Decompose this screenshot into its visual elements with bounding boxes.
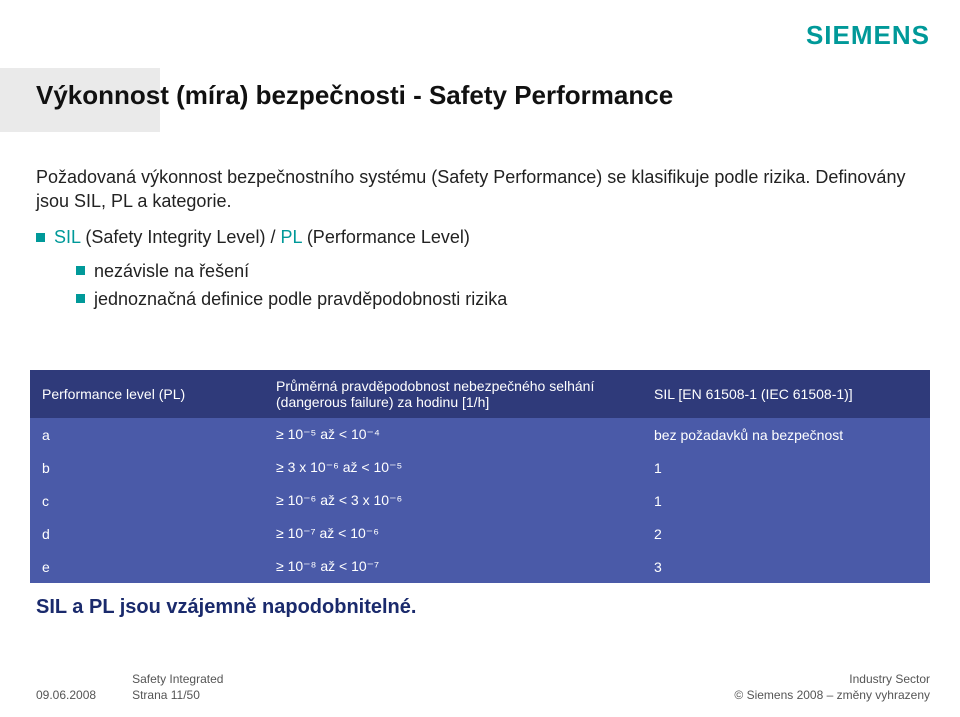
lead-text: Požadovaná výkonnost bezpečnostního syst… xyxy=(36,165,924,214)
page-title: Výkonnost (míra) bezpečnosti - Safety Pe… xyxy=(36,80,673,111)
footer-left: 09.06.2008 Safety Integrated Strana 11/5… xyxy=(36,671,223,703)
footer-sector: Industry Sector xyxy=(734,671,930,687)
sub-bullet-1: nezávisle na řešení xyxy=(76,257,924,286)
sub-bullet-2: jednoznačná definice podle pravděpodobno… xyxy=(76,285,924,314)
footer-right: Industry Sector © Siemens 2008 – změny v… xyxy=(734,671,930,703)
pl-table: Performance level (PL) Průměrná pravděpo… xyxy=(30,370,930,583)
footer-spacer xyxy=(36,671,96,687)
footer-title: Safety Integrated xyxy=(132,671,223,687)
sil-label: SIL xyxy=(54,227,80,247)
cell-pl: a xyxy=(30,418,264,451)
cell-sil: 3 xyxy=(642,550,930,583)
conclusion: SIL a PL jsou vzájemně napodobnitelné. xyxy=(36,596,416,619)
cell-range: ≥ 10⁻⁸ až < 10⁻⁷ xyxy=(264,550,642,583)
col-prob: Průměrná pravděpodobnost nebezpečného se… xyxy=(264,370,642,418)
cell-sil: 2 xyxy=(642,517,930,550)
bullet-list: SIL (Safety Integrity Level) / PL (Perfo… xyxy=(36,224,924,315)
table-row: a ≥ 10⁻⁵ až < 10⁻⁴ bez požadavků na bezp… xyxy=(30,418,930,451)
cell-pl: c xyxy=(30,484,264,517)
footer-title-col: Safety Integrated Strana 11/50 xyxy=(132,671,223,703)
sub-bullets: nezávisle na řešení jednoznačná definice… xyxy=(54,257,924,315)
col-pl: Performance level (PL) xyxy=(30,370,264,418)
cell-range: ≥ 10⁻⁵ až < 10⁻⁴ xyxy=(264,418,642,451)
cell-sil: 1 xyxy=(642,451,930,484)
table-row: c ≥ 10⁻⁶ až < 3 x 10⁻⁶ 1 xyxy=(30,484,930,517)
bullet-main-mid: (Safety Integrity Level) / xyxy=(80,227,280,247)
cell-pl: d xyxy=(30,517,264,550)
bullet-main-suffix: (Performance Level) xyxy=(302,227,470,247)
content: Požadovaná výkonnost bezpečnostního syst… xyxy=(36,165,924,318)
footer-date-col: 09.06.2008 xyxy=(36,671,96,703)
cell-range: ≥ 3 x 10⁻⁶ až < 10⁻⁵ xyxy=(264,451,642,484)
cell-pl: e xyxy=(30,550,264,583)
cell-range: ≥ 10⁻⁷ až < 10⁻⁶ xyxy=(264,517,642,550)
table-header-row: Performance level (PL) Průměrná pravděpo… xyxy=(30,370,930,418)
footer-date: 09.06.2008 xyxy=(36,687,96,703)
cell-sil: 1 xyxy=(642,484,930,517)
table-row: e ≥ 10⁻⁸ až < 10⁻⁷ 3 xyxy=(30,550,930,583)
pl-label: PL xyxy=(280,227,301,247)
footer: 09.06.2008 Safety Integrated Strana 11/5… xyxy=(36,671,930,703)
table-row: d ≥ 10⁻⁷ až < 10⁻⁶ 2 xyxy=(30,517,930,550)
cell-pl: b xyxy=(30,451,264,484)
cell-range: ≥ 10⁻⁶ až < 3 x 10⁻⁶ xyxy=(264,484,642,517)
slide: SIEMENS Výkonnost (míra) bezpečnosti - S… xyxy=(0,0,960,717)
table-row: b ≥ 3 x 10⁻⁶ až < 10⁻⁵ 1 xyxy=(30,451,930,484)
footer-copyright: © Siemens 2008 – změny vyhrazeny xyxy=(734,687,930,703)
siemens-logo: SIEMENS xyxy=(806,20,930,51)
footer-page: Strana 11/50 xyxy=(132,687,223,703)
col-sil: SIL [EN 61508-1 (IEC 61508-1)] xyxy=(642,370,930,418)
cell-sil: bez požadavků na bezpečnost xyxy=(642,418,930,451)
bullet-main: SIL (Safety Integrity Level) / PL (Perfo… xyxy=(36,224,924,315)
